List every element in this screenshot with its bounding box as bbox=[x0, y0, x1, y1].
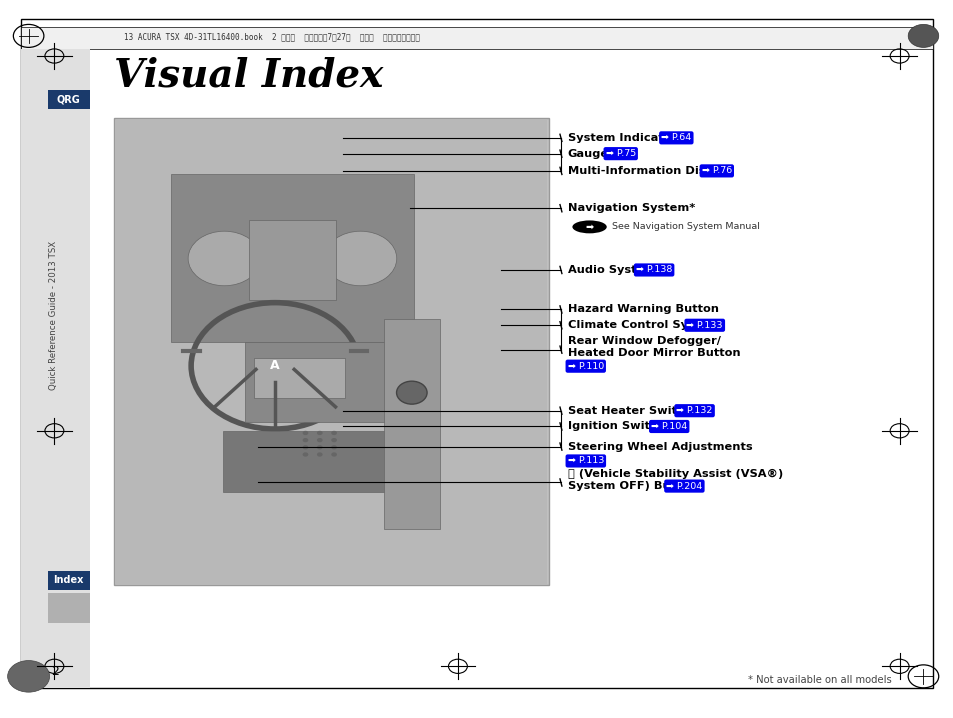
Bar bbox=[21, 27, 932, 49]
Text: Gauges: Gauges bbox=[567, 149, 615, 159]
Bar bbox=[244, 342, 409, 421]
Text: ➡ P.110: ➡ P.110 bbox=[567, 362, 603, 370]
Circle shape bbox=[396, 381, 427, 404]
Circle shape bbox=[331, 431, 336, 435]
Text: System OFF) Button: System OFF) Button bbox=[567, 481, 697, 491]
Text: Audio System: Audio System bbox=[567, 265, 655, 275]
Circle shape bbox=[188, 231, 260, 286]
Bar bbox=[249, 220, 335, 301]
Text: See Navigation System Manual: See Navigation System Manual bbox=[612, 223, 760, 231]
Circle shape bbox=[331, 438, 336, 442]
Circle shape bbox=[316, 445, 322, 449]
Text: ⓘ (Vehicle Stability Assist (VSA®): ⓘ (Vehicle Stability Assist (VSA®) bbox=[567, 469, 782, 479]
Circle shape bbox=[316, 438, 322, 442]
Bar bbox=[253, 358, 345, 398]
Text: 13 ACURA TSX 4D-31TL16400.book  2 ページ  ２０１２年7月27日  金曜日  午前１１時３１分: 13 ACURA TSX 4D-31TL16400.book 2 ページ ２０１… bbox=[124, 33, 419, 42]
Circle shape bbox=[316, 431, 322, 435]
Bar bbox=[116, 120, 546, 584]
Bar bbox=[48, 90, 90, 109]
Text: System Indicators: System Indicators bbox=[567, 133, 683, 143]
Ellipse shape bbox=[572, 220, 606, 233]
Text: Index: Index bbox=[53, 575, 84, 585]
Text: ➡ P.113: ➡ P.113 bbox=[567, 457, 603, 465]
Text: ➡ P.138: ➡ P.138 bbox=[636, 266, 672, 274]
Bar bbox=[383, 319, 439, 529]
Circle shape bbox=[324, 231, 396, 286]
Text: Navigation System*: Navigation System* bbox=[567, 203, 694, 213]
Circle shape bbox=[302, 452, 308, 457]
Circle shape bbox=[302, 438, 308, 442]
Text: Quick Reference Guide - 2013 TSX: Quick Reference Guide - 2013 TSX bbox=[49, 241, 58, 391]
Text: A: A bbox=[270, 358, 279, 372]
Bar bbox=[223, 431, 431, 492]
Circle shape bbox=[316, 452, 322, 457]
Text: QRG: QRG bbox=[57, 94, 80, 104]
Text: ➡ P.76: ➡ P.76 bbox=[700, 167, 731, 175]
Text: Multi-Information Display: Multi-Information Display bbox=[567, 166, 732, 176]
Circle shape bbox=[253, 350, 295, 382]
Bar bbox=[48, 593, 90, 623]
Text: ➡: ➡ bbox=[585, 222, 593, 232]
Text: 2: 2 bbox=[51, 665, 59, 678]
Bar bbox=[48, 571, 90, 590]
Text: Seat Heater Switches: Seat Heater Switches bbox=[567, 406, 705, 416]
Text: ➡ P.132: ➡ P.132 bbox=[676, 406, 712, 415]
Text: ➡ P.133: ➡ P.133 bbox=[686, 321, 722, 330]
Text: ➡ P.64: ➡ P.64 bbox=[660, 134, 691, 142]
Text: Heated Door Mirror Button: Heated Door Mirror Button bbox=[567, 348, 740, 358]
Circle shape bbox=[302, 431, 308, 435]
Text: * Not available on all models: * Not available on all models bbox=[747, 675, 891, 685]
Bar bbox=[21, 49, 90, 688]
Text: Climate Control System: Climate Control System bbox=[567, 320, 719, 330]
Text: Ignition Switch: Ignition Switch bbox=[567, 421, 664, 432]
Text: ➡ P.75: ➡ P.75 bbox=[605, 149, 636, 158]
Bar bbox=[114, 118, 548, 585]
Text: Visual Index: Visual Index bbox=[114, 57, 383, 94]
Circle shape bbox=[907, 24, 938, 47]
Circle shape bbox=[8, 661, 50, 692]
Text: Hazard Warning Button: Hazard Warning Button bbox=[567, 304, 718, 314]
Bar bbox=[171, 174, 414, 342]
Circle shape bbox=[302, 445, 308, 449]
Text: Steering Wheel Adjustments: Steering Wheel Adjustments bbox=[567, 442, 752, 452]
Text: ➡ P.104: ➡ P.104 bbox=[650, 422, 686, 431]
Text: Rear Window Defogger/: Rear Window Defogger/ bbox=[567, 336, 720, 346]
Text: ➡ P.204: ➡ P.204 bbox=[665, 482, 701, 490]
Circle shape bbox=[331, 452, 336, 457]
Circle shape bbox=[331, 445, 336, 449]
